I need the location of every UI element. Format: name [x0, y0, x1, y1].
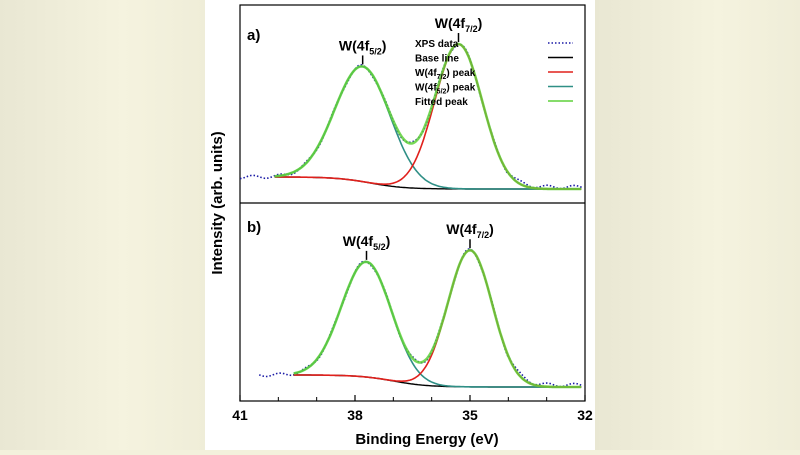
panel-a-label: a)	[247, 27, 260, 44]
peak-annotation-label: W(4f7/2)	[435, 15, 483, 34]
legend-label-w72: W(4f7/2) peak	[415, 68, 476, 81]
peak-annotation-label: W(4f5/2)	[339, 37, 387, 56]
panel-b-label: b)	[247, 219, 261, 236]
x-tick-label: 41	[232, 407, 248, 423]
legend-label-fit: Fitted peak	[415, 97, 468, 108]
curves-layer	[239, 42, 584, 389]
peak-annotation-label: W(4f7/2)	[446, 221, 494, 240]
legend-label-xps: XPS data	[415, 39, 459, 50]
w4f52-peak-line	[293, 261, 582, 388]
x-tick-label: 35	[462, 407, 478, 423]
fitted-peak-line	[274, 42, 582, 191]
xps-chart: W(4f5/2) W(4f7/2) W(4f5/2) W(4f7/2) a) b) X…	[209, 4, 593, 448]
legend-label-base: Base line	[415, 54, 459, 65]
x-axis-title: Binding Energy (eV)	[355, 431, 498, 448]
legend-label-w52: W(4f5/2) peak	[415, 83, 476, 96]
right-background-band	[595, 0, 800, 450]
figure-panel: W(4f5/2) W(4f7/2) W(4f5/2) W(4f7/2) a) b) X…	[205, 0, 595, 450]
x-tick-label: 38	[347, 407, 363, 423]
plot-frame	[239, 4, 586, 402]
left-background-band	[0, 0, 205, 450]
x-axis-ticks: 41 38 35 32	[232, 395, 593, 423]
peak-annotation-label: W(4f5/2)	[343, 233, 391, 252]
legend: XPS data Base line W(4f7/2) peak W(4f5/2) p…	[415, 39, 573, 108]
marks-layer: W(4f5/2) W(4f7/2) W(4f5/2) W(4f7/2)	[339, 15, 494, 260]
x-tick-label: 32	[577, 407, 593, 423]
y-axis-title: Intensity (arb. units)	[209, 131, 226, 274]
xps-data-line	[258, 248, 584, 388]
fitted-peak-line	[293, 248, 582, 389]
